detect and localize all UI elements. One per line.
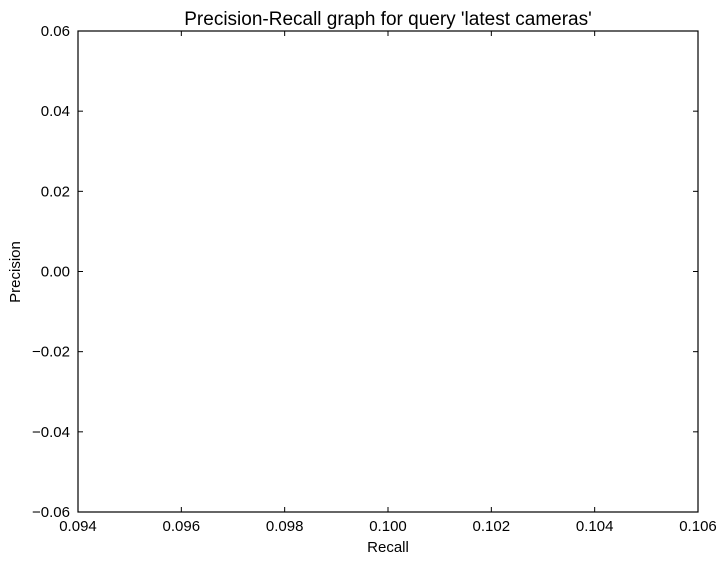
- x-tick-label: 0.094: [59, 518, 97, 535]
- y-tick-label: −0.04: [32, 424, 70, 441]
- y-tick-label: 0.06: [41, 23, 70, 40]
- x-axis-label: Recall: [367, 539, 409, 556]
- y-tick-label: 0.04: [41, 103, 70, 120]
- plot-frame: [77, 30, 699, 513]
- x-tick-label: 0.106: [679, 518, 717, 535]
- chart-title: Precision-Recall graph for query 'latest…: [184, 9, 591, 30]
- plot-area: [77, 30, 699, 513]
- x-axis: 0.094 0.096 0.098 0.100 0.102 0.104 0.106: [59, 31, 717, 535]
- y-tick-label: 0.02: [41, 183, 70, 200]
- x-tick-label: 0.102: [473, 518, 511, 535]
- y-axis-label: Precision: [7, 241, 24, 303]
- y-tick-label: −0.02: [32, 344, 70, 361]
- x-tick-label: 0.096: [163, 518, 201, 535]
- y-tick-label: −0.06: [32, 504, 70, 521]
- x-tick-label: 0.100: [369, 518, 407, 535]
- y-tick-label: 0.00: [41, 264, 70, 281]
- x-tick-label: 0.098: [266, 518, 304, 535]
- y-axis: 0.06 0.04 0.02 0.00 −0.02 −0.04 −0.06: [32, 23, 698, 521]
- x-tick-label: 0.104: [576, 518, 614, 535]
